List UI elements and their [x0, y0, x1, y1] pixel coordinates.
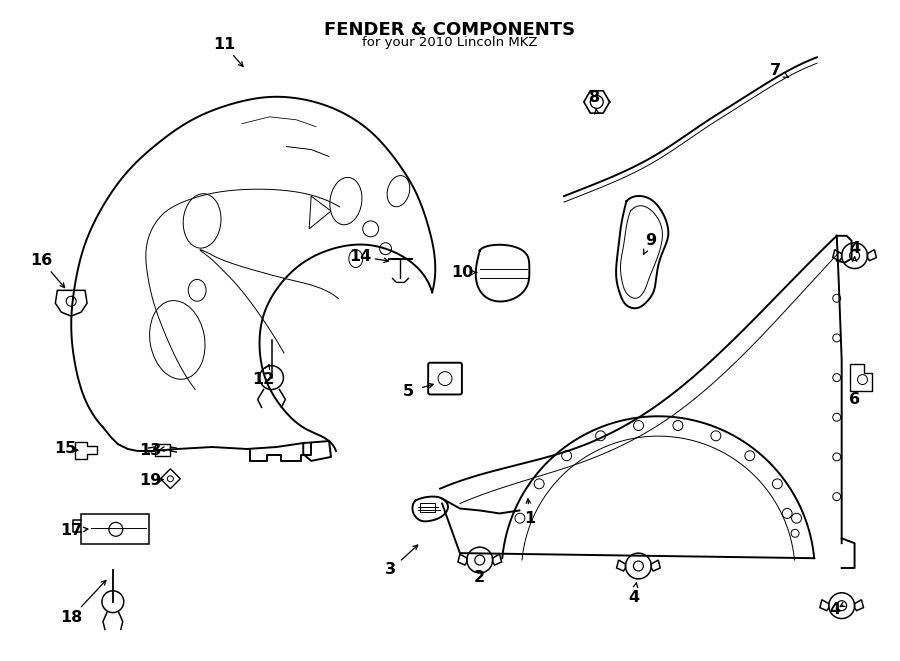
Text: 6: 6 [849, 392, 860, 407]
Text: 8: 8 [590, 91, 600, 106]
Text: for your 2010 Lincoln MKZ: for your 2010 Lincoln MKZ [362, 36, 538, 50]
Text: 4: 4 [829, 602, 841, 617]
Text: 15: 15 [54, 442, 76, 457]
Text: 4: 4 [849, 241, 860, 256]
Text: 7: 7 [770, 63, 781, 78]
Text: 16: 16 [31, 253, 52, 268]
Text: 18: 18 [60, 610, 82, 625]
Text: 19: 19 [140, 473, 162, 488]
Text: 5: 5 [403, 384, 414, 399]
Text: 11: 11 [212, 37, 235, 52]
Text: 12: 12 [253, 372, 274, 387]
Text: 10: 10 [451, 265, 473, 280]
Bar [81, 514, 148, 544]
Text: 2: 2 [474, 570, 485, 586]
Bar [155, 444, 170, 456]
Text: 17: 17 [60, 523, 82, 538]
Text: 9: 9 [644, 233, 656, 249]
Text: 13: 13 [140, 444, 162, 459]
Text: FENDER & COMPONENTS: FENDER & COMPONENTS [324, 20, 576, 38]
Text: 3: 3 [385, 563, 396, 578]
Text: 1: 1 [524, 511, 535, 526]
Text: 4: 4 [628, 590, 639, 605]
Bar [420, 502, 435, 512]
Text: 14: 14 [349, 249, 372, 264]
